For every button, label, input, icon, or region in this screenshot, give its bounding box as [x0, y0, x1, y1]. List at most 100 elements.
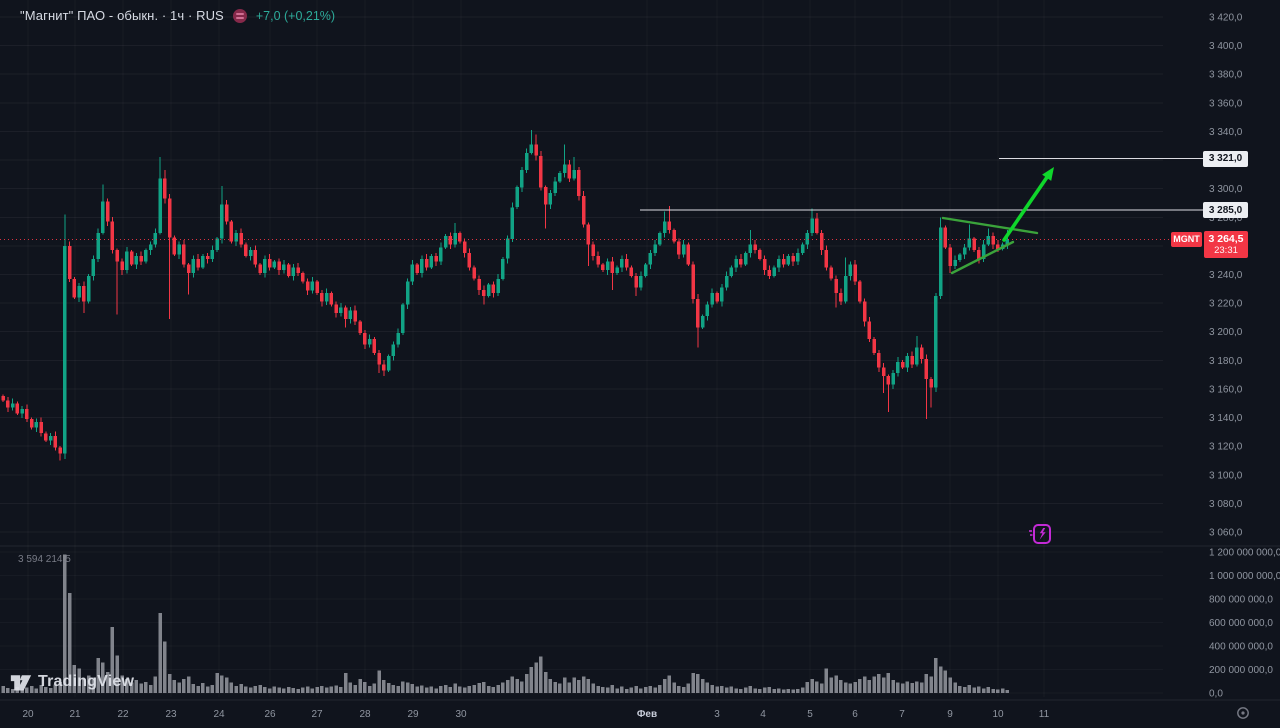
candle[interactable] — [739, 258, 743, 265]
candle[interactable] — [182, 244, 186, 265]
price-axis[interactable]: 3 420,03 400,03 380,03 360,03 340,03 320… — [1209, 13, 1243, 539]
candle[interactable] — [44, 433, 48, 441]
last-price-label[interactable]: 3 264,5 23:31 — [1204, 231, 1248, 259]
pennant-trend-line[interactable] — [950, 240, 1015, 275]
candle[interactable] — [39, 421, 43, 434]
candle[interactable] — [439, 247, 443, 262]
candle[interactable] — [720, 287, 724, 302]
candle[interactable] — [244, 244, 248, 256]
breakout-arrow-line[interactable] — [1002, 170, 1053, 242]
candle[interactable] — [534, 144, 538, 156]
candle[interactable] — [348, 310, 353, 319]
candle[interactable] — [877, 353, 881, 368]
candle[interactable] — [620, 258, 624, 268]
candle[interactable] — [120, 261, 124, 271]
candle[interactable] — [125, 251, 129, 271]
candle[interactable] — [91, 258, 96, 276]
candle[interactable] — [15, 403, 20, 414]
candle[interactable] — [201, 255, 205, 268]
candle[interactable] — [48, 436, 53, 441]
candle[interactable] — [605, 261, 610, 271]
candle[interactable] — [834, 278, 838, 294]
candle[interactable] — [496, 278, 500, 294]
candle[interactable] — [10, 403, 15, 408]
candle[interactable] — [862, 301, 867, 322]
candle[interactable] — [25, 409, 29, 419]
candle[interactable] — [705, 304, 710, 316]
candle[interactable] — [958, 254, 962, 261]
candle[interactable] — [610, 261, 615, 273]
candle[interactable] — [386, 356, 391, 371]
candle[interactable] — [339, 307, 343, 314]
candle[interactable] — [972, 238, 976, 251]
candle[interactable] — [729, 267, 734, 276]
candle[interactable] — [115, 250, 119, 262]
candle[interactable] — [258, 264, 262, 274]
candle[interactable] — [915, 347, 919, 365]
candle[interactable] — [596, 255, 600, 265]
candle[interactable] — [781, 258, 786, 265]
candle[interactable] — [458, 233, 462, 242]
candle[interactable] — [943, 227, 948, 248]
candle[interactable] — [167, 198, 172, 238]
candle[interactable] — [639, 275, 643, 288]
candle[interactable] — [805, 233, 810, 245]
candle[interactable] — [29, 419, 34, 428]
candle[interactable] — [424, 258, 429, 268]
candle[interactable] — [558, 172, 562, 182]
candle[interactable] — [662, 221, 667, 233]
candle[interactable] — [6, 400, 10, 408]
candle[interactable] — [453, 233, 457, 245]
candle[interactable] — [163, 178, 167, 199]
candle[interactable] — [177, 244, 181, 255]
candle[interactable] — [491, 284, 496, 294]
candle[interactable] — [867, 321, 872, 339]
candle[interactable] — [710, 293, 714, 305]
candle[interactable] — [996, 244, 1000, 249]
candle[interactable] — [667, 221, 672, 231]
candle[interactable] — [310, 281, 315, 291]
candle[interactable] — [144, 250, 148, 262]
candle[interactable] — [153, 233, 158, 245]
candle[interactable] — [900, 361, 905, 368]
candle[interactable] — [843, 275, 848, 302]
candle[interactable] — [581, 195, 586, 225]
candle[interactable] — [505, 238, 510, 259]
candle[interactable] — [220, 204, 224, 239]
candle[interactable] — [462, 241, 467, 253]
candle[interactable] — [405, 281, 410, 305]
candle[interactable] — [686, 244, 691, 265]
candle[interactable] — [791, 255, 795, 262]
candle[interactable] — [715, 293, 719, 302]
candle[interactable] — [486, 284, 491, 296]
candle[interactable] — [948, 247, 952, 266]
tradingview-logo[interactable]: TradingView — [10, 672, 134, 692]
candle[interactable] — [624, 258, 629, 268]
candle[interactable] — [520, 170, 524, 188]
candle[interactable] — [886, 376, 891, 385]
candle[interactable] — [429, 255, 434, 268]
candle[interactable] — [691, 264, 695, 299]
candle[interactable] — [239, 233, 243, 245]
candle[interactable] — [172, 237, 177, 255]
candle[interactable] — [410, 264, 415, 282]
candle[interactable] — [305, 281, 310, 291]
candle[interactable] — [129, 251, 134, 265]
candle[interactable] — [291, 267, 296, 276]
candle[interactable] — [872, 338, 876, 354]
candle[interactable] — [724, 275, 729, 288]
candle[interactable] — [953, 260, 957, 266]
candle[interactable] — [477, 278, 481, 291]
candle[interactable] — [420, 258, 424, 274]
candle[interactable] — [286, 264, 291, 276]
candle[interactable] — [401, 304, 405, 334]
time-axis[interactable]: 20 21 22 23 24 26 27 28 29 30 Фев 3 4 5 6 7 9 10 11 — [22, 709, 1049, 720]
candle[interactable] — [82, 285, 86, 302]
candle[interactable] — [210, 250, 215, 259]
candle[interactable] — [967, 238, 972, 248]
candle[interactable] — [443, 235, 448, 248]
candle[interactable] — [681, 244, 686, 255]
candle[interactable] — [510, 207, 515, 239]
candle[interactable] — [986, 235, 991, 245]
